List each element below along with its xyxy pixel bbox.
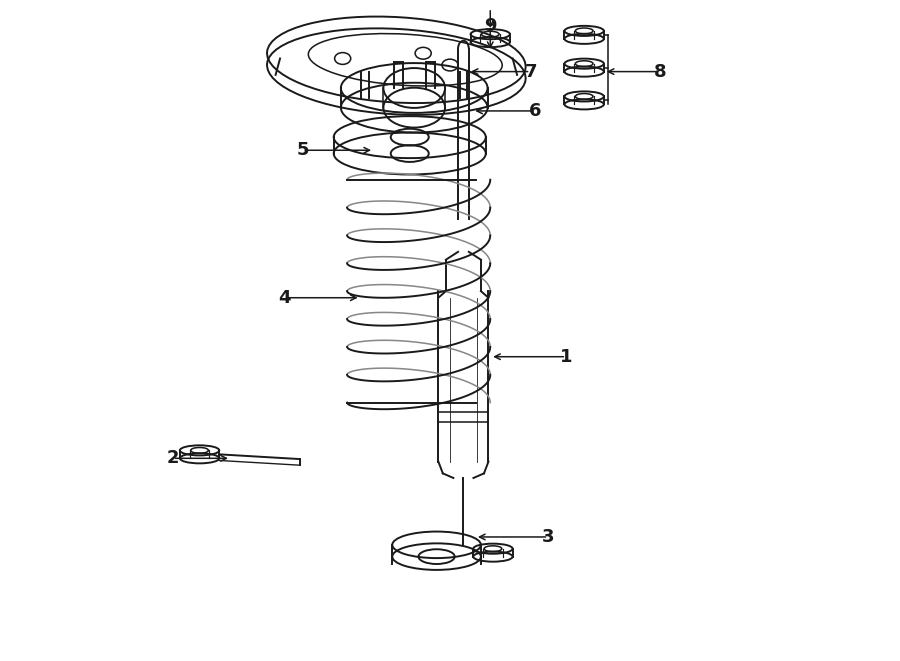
Text: 9: 9 xyxy=(484,17,497,35)
Text: 2: 2 xyxy=(166,449,179,467)
Text: 6: 6 xyxy=(528,102,541,120)
Text: 3: 3 xyxy=(542,528,554,546)
Text: 8: 8 xyxy=(654,63,667,81)
Text: 1: 1 xyxy=(560,348,572,366)
Text: 4: 4 xyxy=(278,289,291,307)
Text: 7: 7 xyxy=(524,63,536,81)
Text: 5: 5 xyxy=(296,141,309,159)
